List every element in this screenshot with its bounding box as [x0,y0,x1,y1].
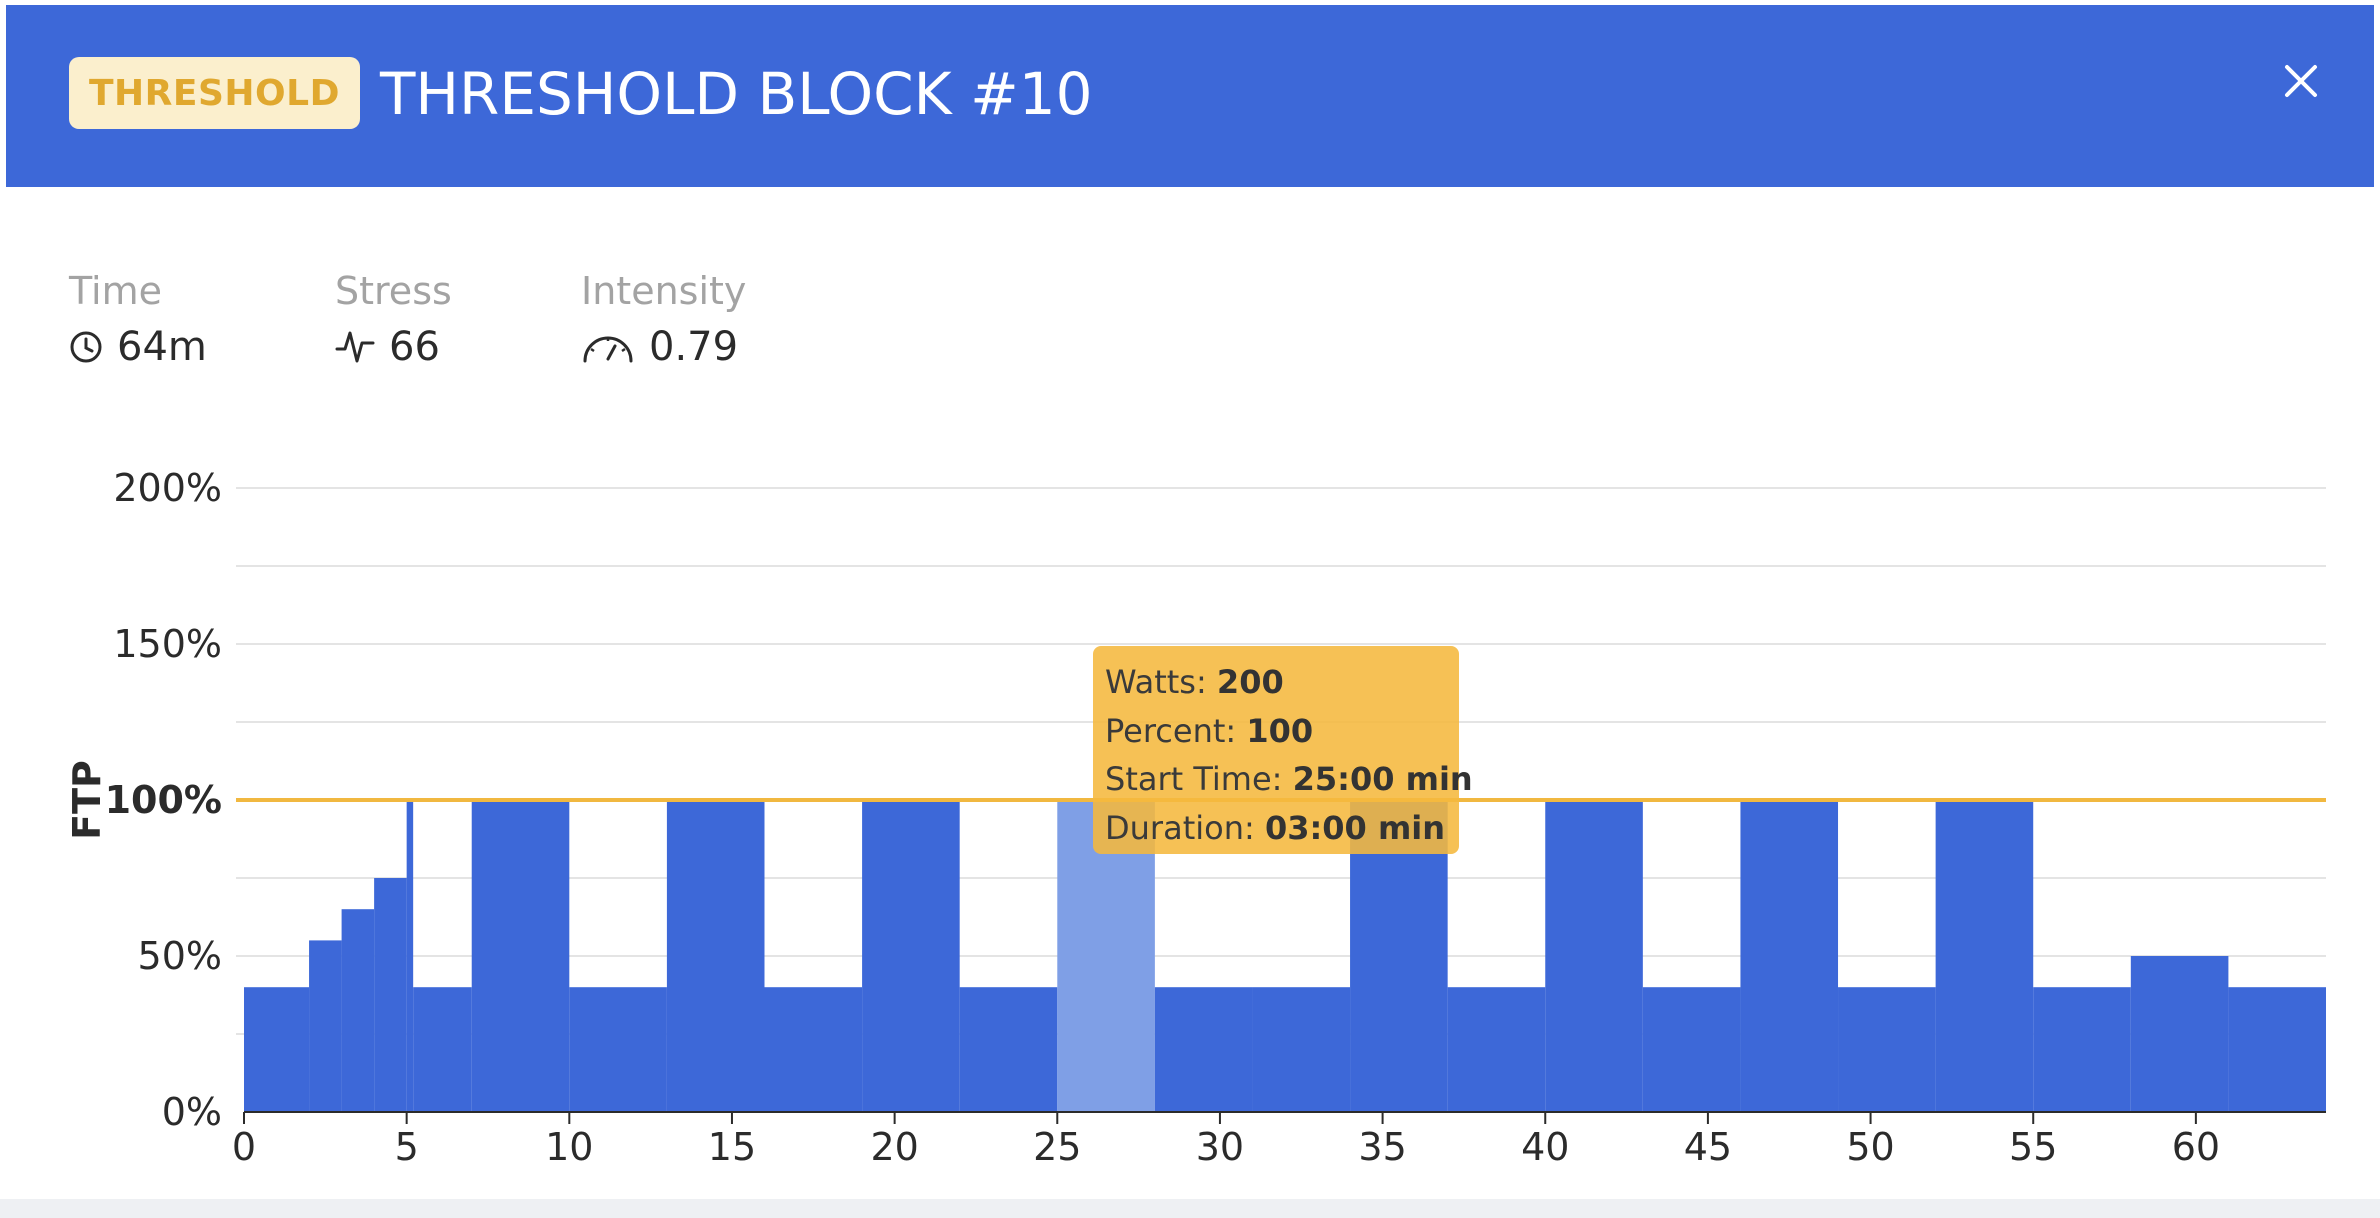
segment-bar [1935,800,2034,1112]
x-tick-label: 60 [2172,1125,2220,1169]
x-tick-label: 35 [1358,1125,1406,1169]
stat-intensity-label: Intensity [581,269,747,313]
close-icon[interactable] [2273,53,2329,109]
segment-bar [862,800,960,1112]
segment-bar [2033,987,2131,1112]
segment-bar [569,987,667,1112]
workout-type-badge: THRESHOLD [69,57,360,129]
y-tick-label: 50% [138,934,222,978]
segment-bar [413,987,472,1112]
stat-intensity-value: 0.79 [649,324,739,370]
x-tick-label: 55 [2009,1125,2057,1169]
segment-bar [341,909,375,1112]
segment-bar [2130,956,2229,1112]
tooltip-percent-value: 100 [1246,711,1314,750]
x-tick-label: 10 [545,1125,593,1169]
segment-bar [1252,987,1351,1112]
segment-bar [666,800,765,1112]
segment-bar [1154,987,1253,1112]
y-tick-label: 150% [113,622,222,666]
pulse-icon [335,331,375,363]
x-tick-label: 20 [870,1125,918,1169]
x-tick-label: 5 [395,1125,419,1169]
tooltip-percent-label: Percent: [1105,711,1237,750]
x-tick-label: 50 [1846,1125,1894,1169]
segment-bar [309,940,342,1112]
stat-stress: Stress 66 [335,265,452,377]
x-tick-label: 25 [1033,1125,1081,1169]
segment-bar [1545,800,1643,1112]
modal-footer-strip [0,1199,2380,1218]
workout-title: THRESHOLD BLOCK #10 [380,60,1093,128]
x-tick-label: 40 [1521,1125,1569,1169]
stat-time-value: 64m [117,324,207,370]
stat-time-label: Time [69,269,162,313]
stat-stress-value: 66 [389,324,440,370]
modal-header: THRESHOLD THRESHOLD BLOCK #10 [6,5,2374,187]
segment-bar [959,987,1058,1112]
tooltip-watts-value: 200 [1216,663,1284,701]
y-axis-label: FTP [65,760,109,840]
tooltip-duration-value: 03:00 min [1264,808,1446,847]
gauge-icon [583,336,633,363]
segment-bar [471,800,570,1112]
segment-bar [764,987,863,1112]
stat-time: Time 64m [69,265,207,377]
tooltip-start-value: 25:00 min [1292,760,1473,798]
x-tick-label: 30 [1196,1125,1244,1169]
segment-bar [244,987,310,1112]
x-tick-label: 15 [708,1125,756,1169]
y-tick-label: 0% [162,1090,222,1134]
segment-bar [406,800,414,1112]
x-tick-label: 0 [232,1125,256,1169]
tooltip-watts-label: Watts: [1105,663,1207,701]
segment-bar [1447,987,1546,1112]
x-tick-label: 45 [1684,1125,1732,1169]
segment-bar [374,878,407,1112]
segment-bar [1740,800,1839,1112]
stat-stress-label: Stress [335,269,452,313]
tooltip-start-label: Start Time: [1105,760,1283,798]
segment-bar [1838,987,1936,1112]
y-tick-label: 100% [105,778,222,822]
segment-tooltip: Watts: 200 Percent: 100 Start Time: 25:0… [1093,646,1473,854]
segment-bar [1642,987,1741,1112]
segment-bar [2228,987,2326,1112]
clock-icon [70,331,102,363]
y-tick-label: 200% [113,466,222,510]
stat-intensity: Intensity 0.79 [581,265,746,377]
tooltip-duration-label: Duration: [1105,808,1255,847]
